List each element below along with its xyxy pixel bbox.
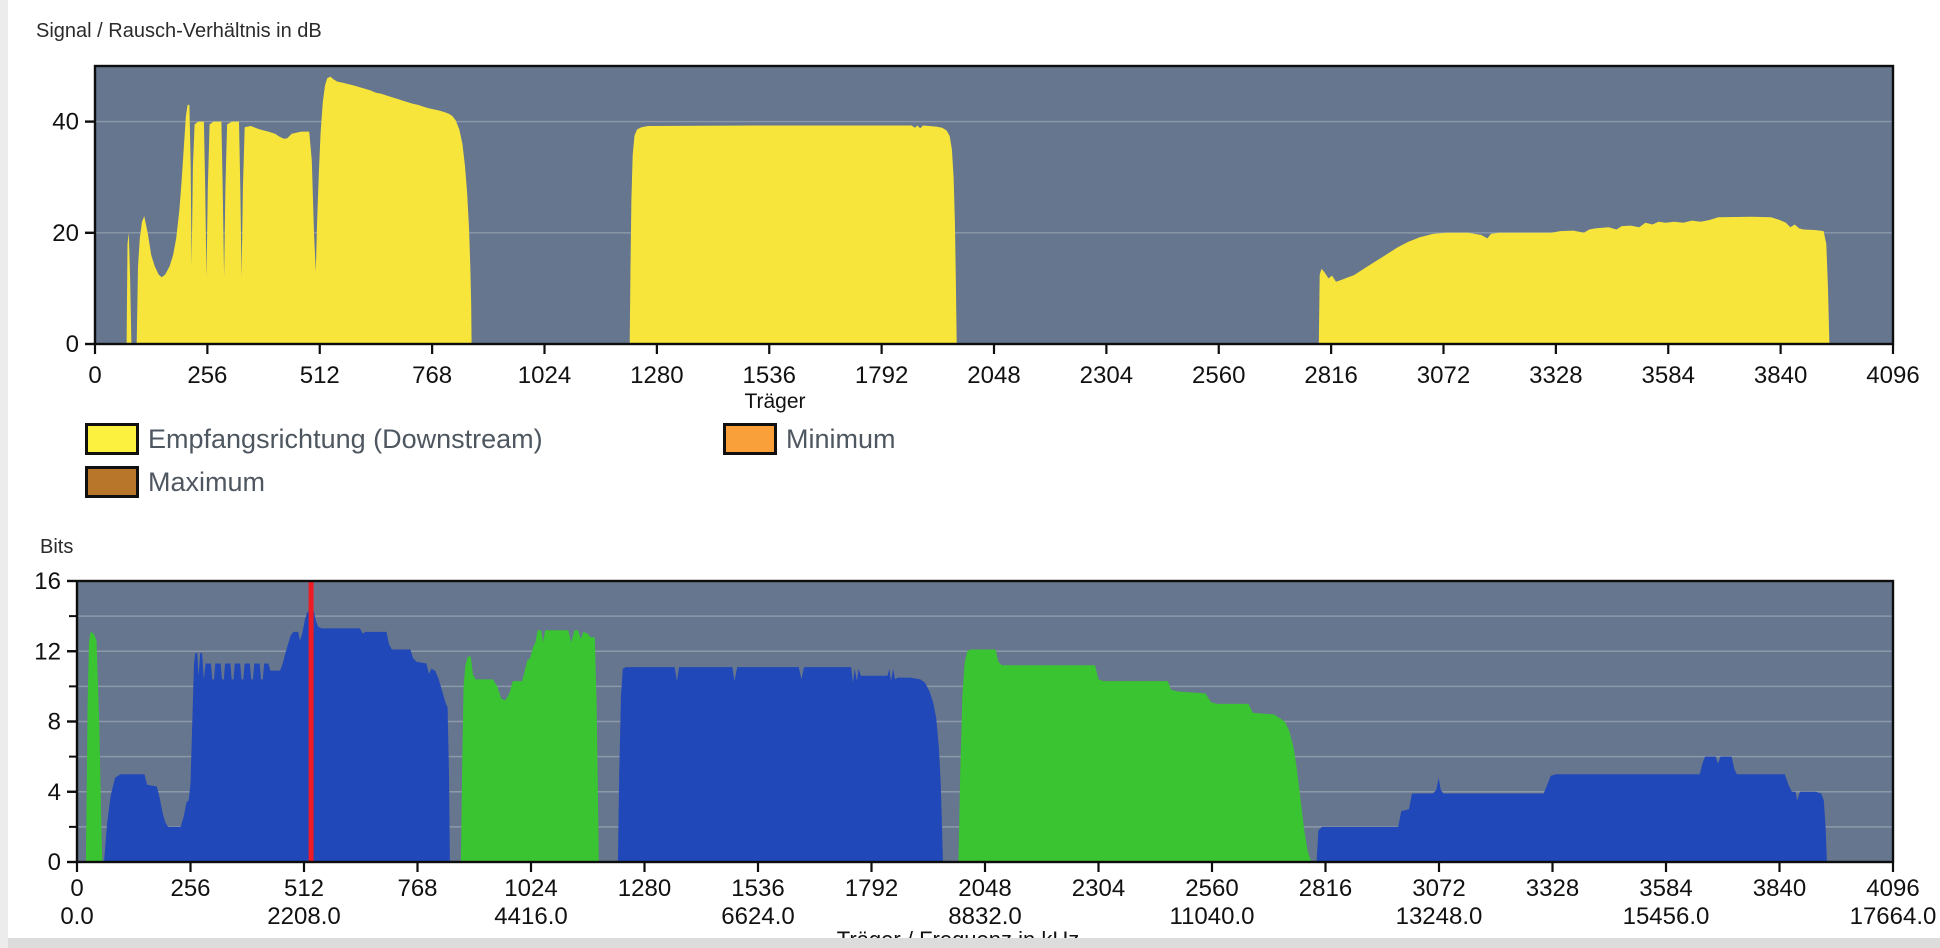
marker-line	[308, 582, 314, 861]
legend-item-minimum: Minimum	[723, 423, 896, 455]
snr-area-band-1	[136, 76, 472, 344]
snr-chart-title: Signal / Rausch-Verhältnis in dB	[36, 20, 322, 42]
x-tick-label: 3584	[1642, 362, 1695, 389]
x-tick-label: 2048	[958, 875, 1011, 902]
x-tick-label: 1280	[630, 362, 683, 389]
x-tick-label: 3072	[1417, 362, 1470, 389]
x-tick-label: 2560	[1192, 362, 1245, 389]
x-tick-label: 4096	[1866, 362, 1919, 389]
x-tick-label: 1024	[504, 875, 557, 902]
x-tick-label: 256	[170, 875, 210, 902]
bits-area-blue-1	[104, 610, 450, 862]
x-tick-freq-label: 11040.0	[1170, 903, 1255, 930]
x-tick-label: 1792	[845, 875, 898, 902]
legend-swatch	[85, 423, 139, 455]
legend-label: Maximum	[148, 466, 266, 497]
x-tick-label: 2304	[1080, 362, 1133, 389]
x-tick-label: 1024	[518, 362, 571, 389]
y-tick-label: 0	[66, 331, 79, 358]
x-tick-label: 2816	[1304, 362, 1357, 389]
x-tick-label: 2304	[1072, 875, 1125, 902]
snr-plot-frame	[93, 64, 1895, 346]
y-tick-label: 16	[34, 568, 61, 595]
snr-x-axis-label: Träger	[744, 390, 805, 413]
y-tick-label: 12	[34, 638, 61, 665]
page-left-edge-strip	[0, 0, 8, 948]
bits-area-green-2	[460, 630, 599, 862]
x-tick-label: 0	[88, 362, 101, 389]
x-tick-label: 3840	[1754, 362, 1807, 389]
bits-area-blue-2	[617, 667, 943, 862]
bits-area-green-3	[958, 649, 1312, 862]
y-tick-label: 40	[52, 109, 79, 136]
snr-area-band-3	[1318, 216, 1830, 344]
x-tick-freq-label: 15456.0	[1623, 903, 1710, 930]
x-tick-freq-label: 6624.0	[721, 903, 794, 930]
x-tick-label: 2816	[1299, 875, 1352, 902]
x-tick-freq-label: 13248.0	[1396, 903, 1483, 930]
x-tick-label: 3584	[1639, 875, 1692, 902]
bits-plot-frame	[75, 579, 1895, 864]
x-tick-label: 4096	[1866, 875, 1919, 902]
x-tick-label: 3328	[1526, 875, 1579, 902]
x-tick-label: 3328	[1529, 362, 1582, 389]
snr-area-spike-left	[126, 232, 132, 344]
snr-area-band-2	[629, 125, 957, 344]
snr-chart: 0 256 512 768 1024 1280 1536 1792 2048 2304 2560 28…	[52, 64, 1920, 413]
x-tick-freq-label: 17664.0	[1850, 903, 1937, 930]
x-tick-freq-label: 8832.0	[948, 903, 1021, 930]
bits-area-blue-3	[1316, 756, 1827, 862]
x-tick-label: 1280	[618, 875, 671, 902]
x-tick-label: 2048	[967, 362, 1020, 389]
bits-chart-title: Bits	[40, 536, 74, 558]
bits-area-green-1	[85, 631, 103, 862]
y-tick-label: 4	[48, 779, 61, 806]
legend-item-maximum: Maximum	[85, 466, 265, 498]
x-tick-label: 512	[300, 362, 340, 389]
x-tick-label: 768	[412, 362, 452, 389]
x-tick-label: 2560	[1185, 875, 1238, 902]
x-tick-label: 1536	[731, 875, 784, 902]
x-tick-label: 3072	[1412, 875, 1465, 902]
x-tick-label: 768	[397, 875, 437, 902]
x-tick-label: 512	[284, 875, 324, 902]
legend-label: Minimum	[786, 423, 896, 454]
y-tick-label: 20	[52, 220, 79, 247]
legend-label: Empfangsrichtung (Downstream)	[148, 423, 543, 454]
page-bottom-edge-strip	[0, 938, 1940, 948]
legend-item-downstream: Empfangsrichtung (Downstream)	[85, 423, 543, 455]
x-tick-freq-label: 0.0	[60, 903, 93, 930]
bits-chart: 0 256 512 768 1024 1280 1536 1792 2048 2304 2560 28…	[34, 568, 1936, 948]
x-tick-freq-label: 2208.0	[267, 903, 340, 930]
x-tick-label: 1792	[855, 362, 908, 389]
x-tick-freq-label: 4416.0	[494, 903, 567, 930]
legend-swatch	[85, 466, 139, 498]
x-tick-label: 3840	[1753, 875, 1806, 902]
x-tick-label: 1536	[743, 362, 796, 389]
legend-swatch	[723, 423, 777, 455]
x-tick-label: 0	[70, 875, 83, 902]
y-tick-label: 0	[48, 849, 61, 876]
x-tick-label: 256	[187, 362, 227, 389]
y-tick-label: 8	[48, 709, 61, 736]
